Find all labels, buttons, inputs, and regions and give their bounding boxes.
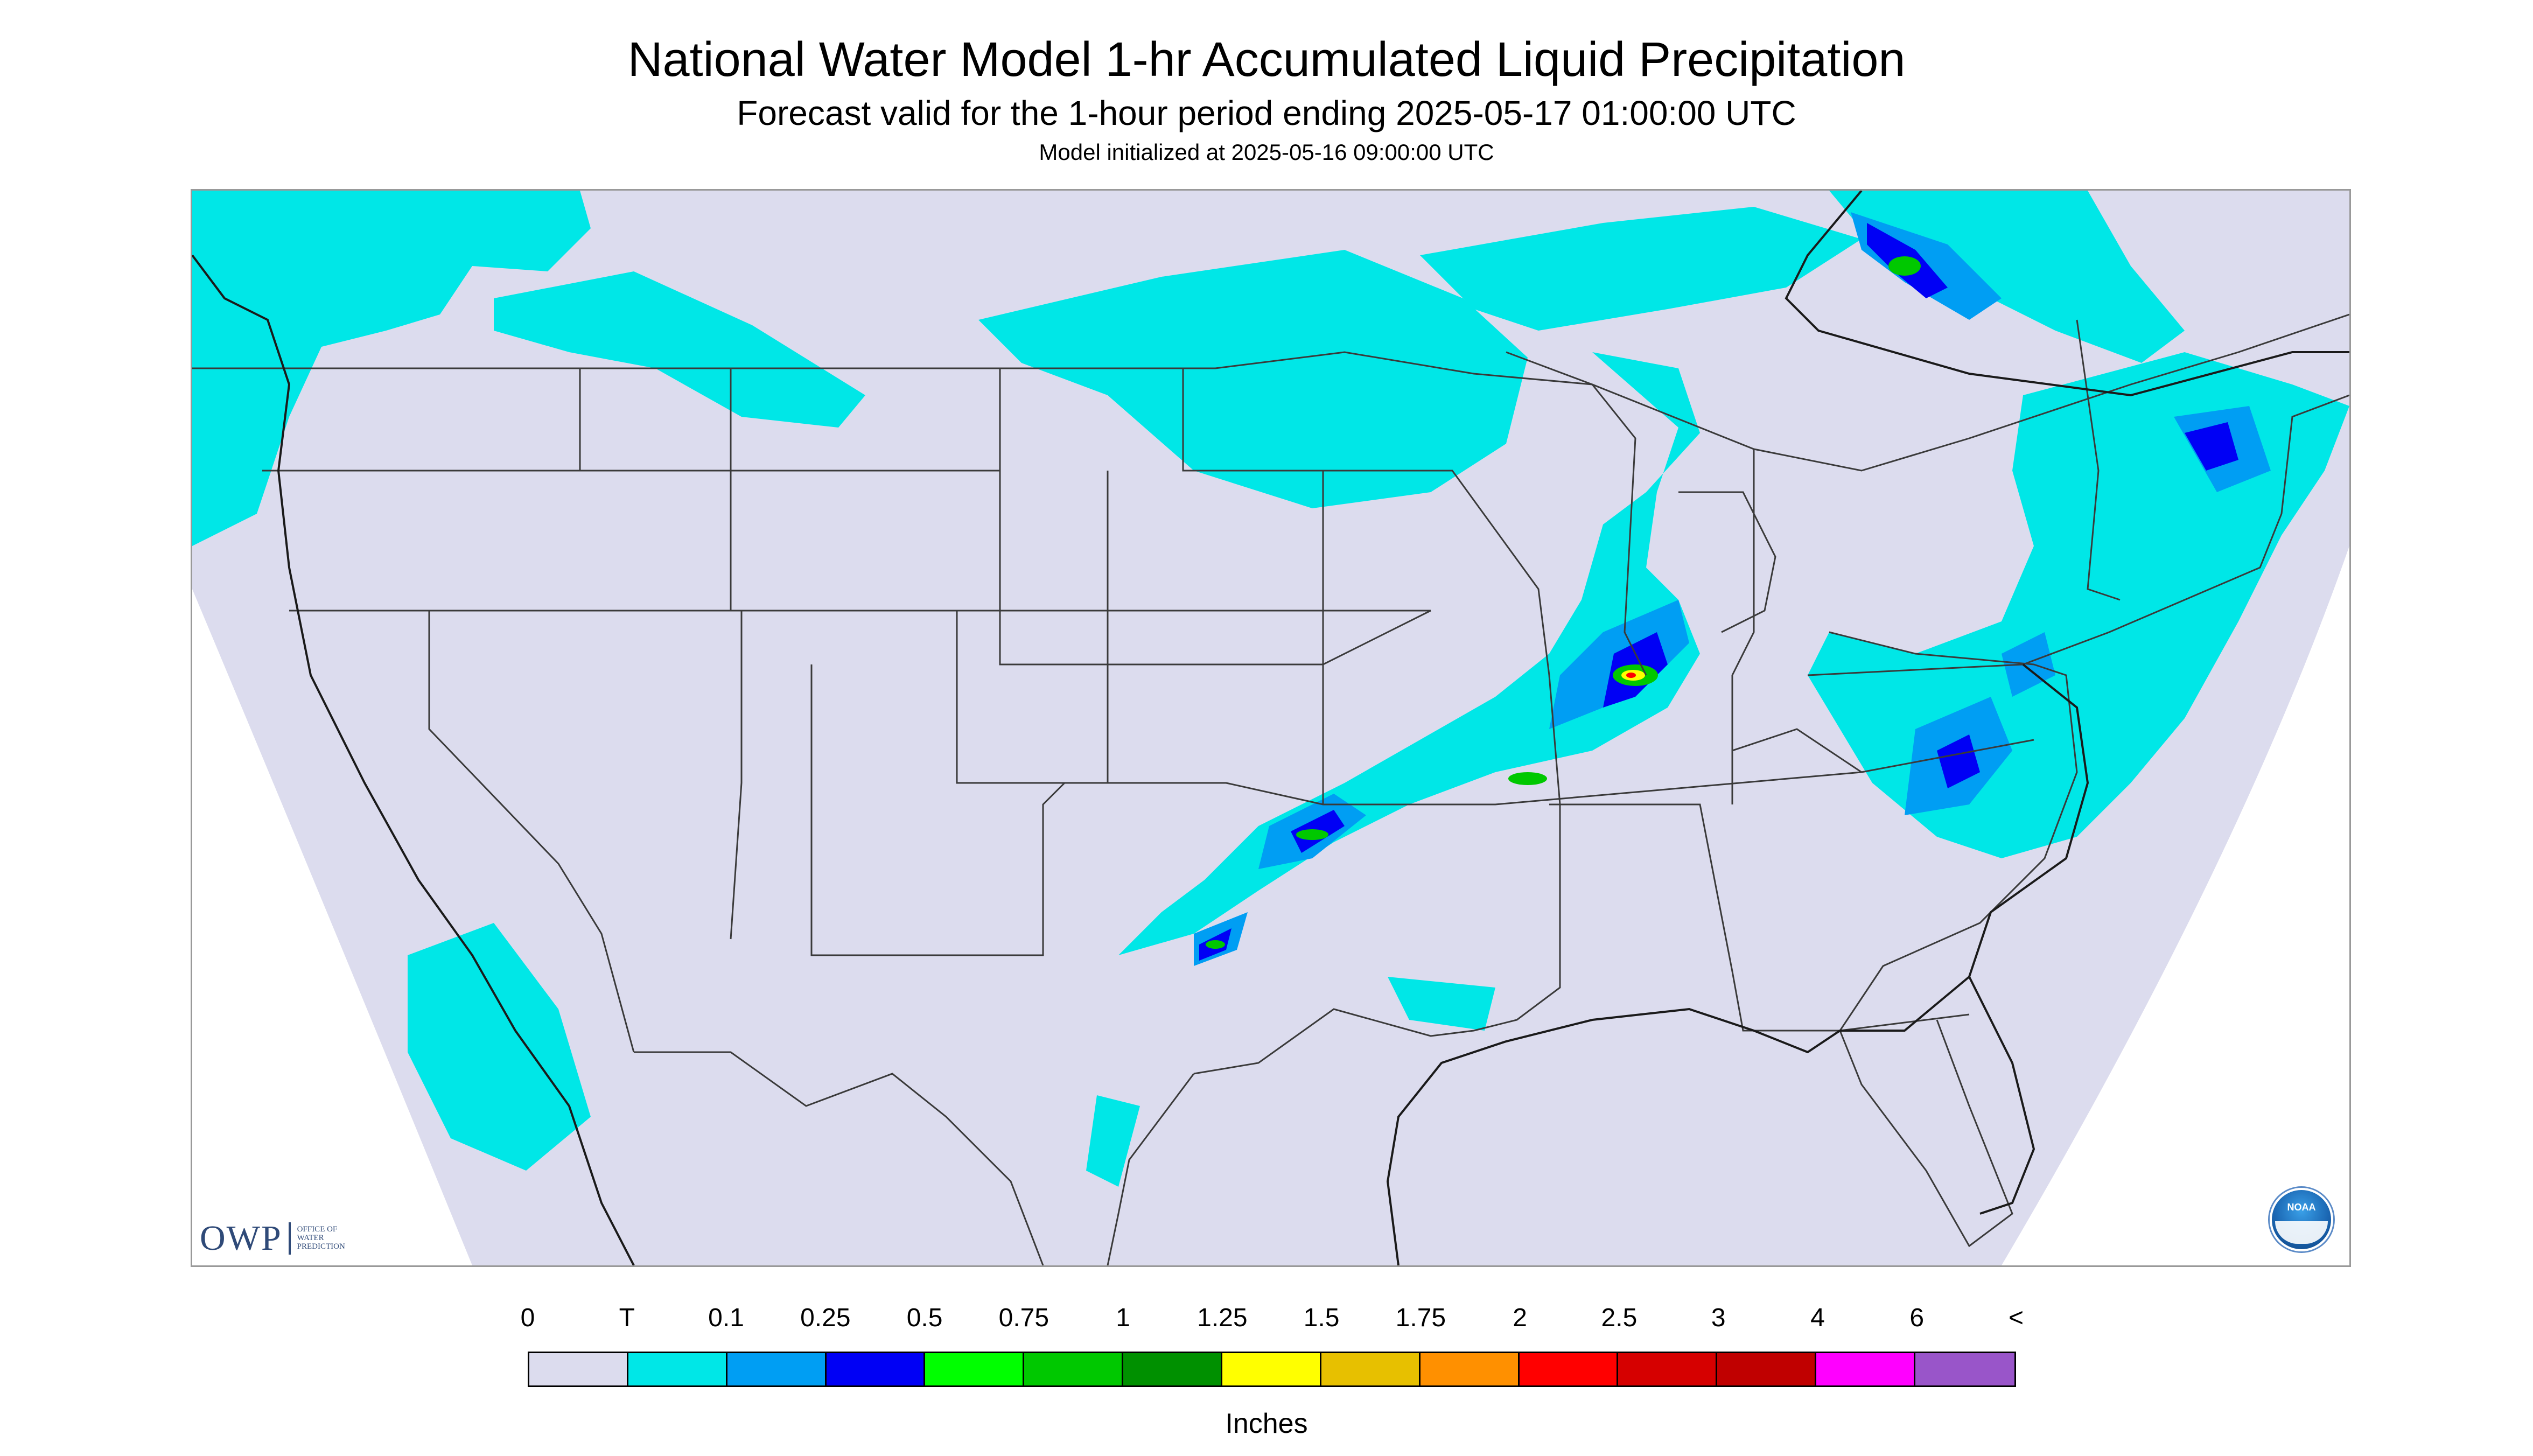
legend-swatch	[826, 1353, 926, 1385]
legend-tick-labels: 0 T 0.1 0.25 0.5 0.75 1 1.25 1.5 1.75 2 2.5 3 4 6 <	[0, 1303, 2533, 1341]
legend-swatch	[1717, 1353, 1817, 1385]
legend-tick-label: 0.25	[800, 1304, 851, 1332]
map-subtitle: Forecast valid for the 1-hour period end…	[737, 94, 1796, 132]
legend-tick-label: 4	[1810, 1304, 1825, 1332]
legend-swatch	[925, 1353, 1025, 1385]
legend-tick-label: 0.5	[906, 1304, 943, 1332]
noaa-logo: NOAA	[2270, 1188, 2333, 1251]
legend-tick-label: 3	[1711, 1304, 1726, 1332]
legend-tick-label: 0	[520, 1304, 535, 1332]
owp-logo: OWP OFFICE OF WATER PREDICTION	[200, 1218, 345, 1259]
legend-swatch	[1816, 1353, 1916, 1385]
legend-swatch	[727, 1353, 827, 1385]
legend-tick-label: 2.5	[1601, 1304, 1638, 1332]
owp-logo-separator	[288, 1222, 291, 1255]
legend-swatch	[1519, 1353, 1619, 1385]
legend-swatch	[529, 1353, 628, 1385]
legend-swatch	[628, 1353, 727, 1385]
noaa-logo-text: NOAA	[2287, 1202, 2316, 1213]
owp-logo-text: OWP	[200, 1219, 282, 1258]
legend-swatch	[1915, 1353, 2014, 1385]
legend-swatch	[1321, 1353, 1421, 1385]
legend-colorbar	[528, 1352, 2016, 1387]
precipitation-map: OWP OFFICE OF WATER PREDICTION NOAA	[191, 189, 2351, 1267]
legend-tick-label: 1.25	[1197, 1304, 1248, 1332]
owp-logo-subtext: OFFICE OF WATER PREDICTION	[297, 1225, 345, 1251]
legend-swatch	[1024, 1353, 1124, 1385]
legend-tick-label: 0.1	[708, 1304, 744, 1332]
coastlines	[192, 191, 2349, 1265]
no-data-left	[192, 589, 472, 1265]
legend-tick-label: 0.75	[998, 1304, 1049, 1332]
legend-swatch	[1420, 1353, 1520, 1385]
legend-tick-label: T	[619, 1304, 635, 1332]
legend-swatch	[1618, 1353, 1718, 1385]
precip-heavy-areas	[1206, 256, 1921, 949]
init-time: Model initialized at 2025-05-16 09:00:00…	[1039, 139, 1494, 165]
no-data-right	[2002, 546, 2349, 1265]
legend-tick-label: 1.5	[1303, 1304, 1340, 1332]
legend-swatch	[1123, 1353, 1223, 1385]
political-boundaries	[192, 313, 2349, 1265]
legend-tick-label: <	[2008, 1304, 2024, 1332]
legend-tick-label: 1.75	[1395, 1304, 1446, 1332]
legend-units: Inches	[1225, 1408, 1308, 1439]
legend-tick-label: 2	[1513, 1304, 1528, 1332]
legend-tick-label: 6	[1909, 1304, 1925, 1332]
legend-swatch	[1222, 1353, 1321, 1385]
map-title: National Water Model 1-hr Accumulated Li…	[627, 33, 1906, 87]
legend-tick-label: 1	[1116, 1304, 1130, 1332]
